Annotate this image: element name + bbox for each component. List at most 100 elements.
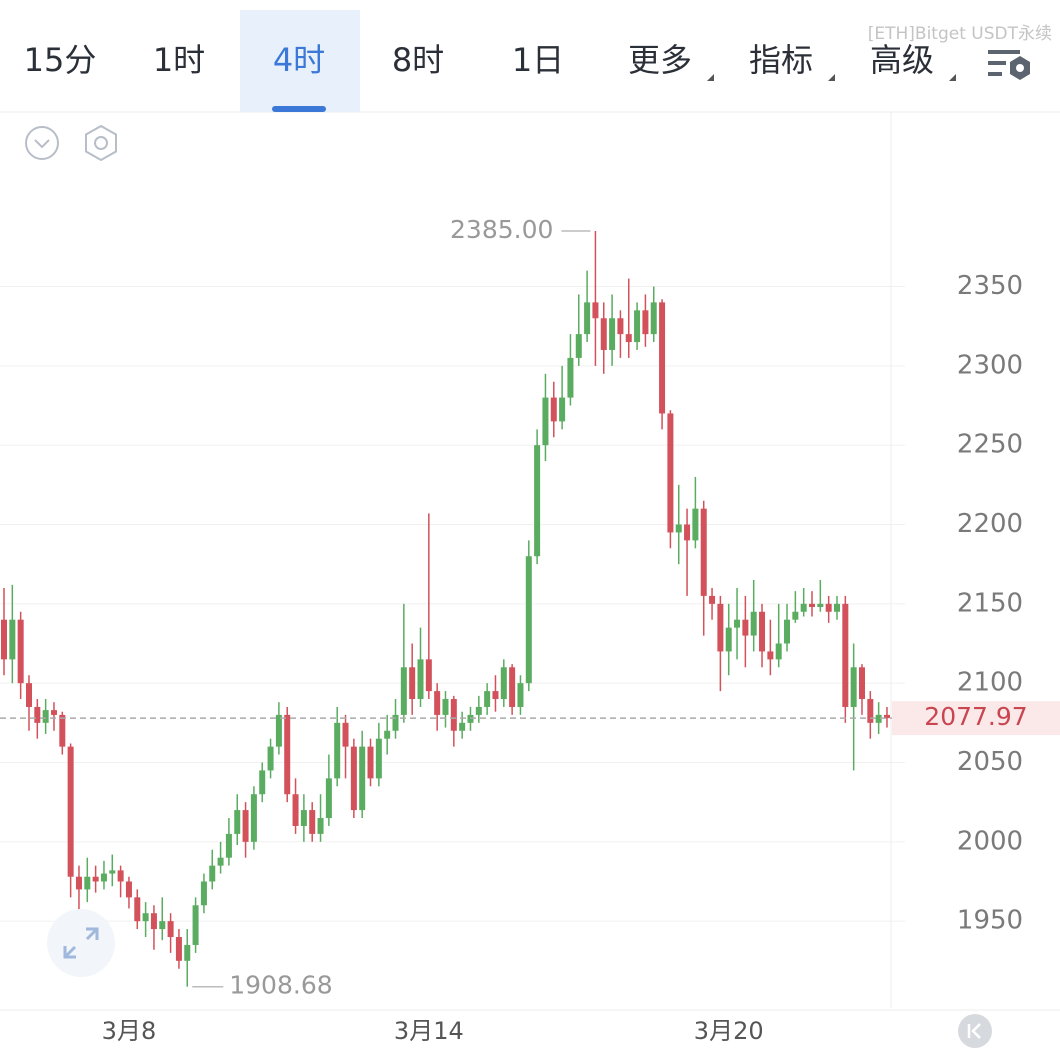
candle-body: [825, 603, 832, 612]
candle-body: [192, 905, 199, 945]
candle-body: [559, 397, 566, 422]
y-tick-label: 2300: [957, 350, 1023, 380]
candle-body: [817, 603, 824, 608]
candle-body: [25, 683, 32, 707]
candle-body: [359, 746, 366, 811]
y-tick-label: 2350: [957, 271, 1023, 301]
candle-body: [159, 921, 166, 930]
candle-body: [717, 603, 724, 652]
candle-body: [250, 794, 257, 842]
candle-body: [34, 706, 41, 723]
scroll-latest-button[interactable]: [958, 1014, 992, 1048]
tab-label[interactable]: 指标: [749, 41, 813, 79]
candle-body: [750, 611, 757, 636]
candle-body: [67, 746, 74, 877]
candle-body: [334, 722, 341, 779]
candle-body: [567, 357, 574, 398]
candle-body: [584, 302, 591, 335]
candle-body: [684, 524, 691, 541]
extreme-label: 1908.68: [229, 971, 332, 1000]
candle-body: [600, 318, 607, 350]
x-tick-label: 3月20: [694, 1017, 764, 1045]
extreme-label: 2385.00: [450, 215, 553, 244]
candle-body: [217, 857, 224, 866]
candle-body: [134, 897, 141, 922]
active-tab-indicator: [272, 106, 326, 112]
candle-body: [367, 746, 374, 779]
tab-label[interactable]: 8时: [392, 41, 444, 79]
candle-body: [459, 722, 466, 731]
candle-body: [417, 659, 424, 700]
candle-body: [858, 667, 865, 700]
candle-body: [484, 691, 491, 707]
candle-body: [242, 810, 249, 842]
candle-body: [625, 334, 632, 343]
candle-body: [725, 627, 732, 652]
candle-body: [350, 746, 357, 811]
tab-label[interactable]: 15分: [24, 41, 97, 79]
candle-body: [184, 944, 191, 961]
tab-label[interactable]: 更多: [628, 41, 692, 79]
candle-body: [84, 876, 91, 890]
tab-label[interactable]: 4时: [273, 41, 325, 79]
hexagon-icon[interactable]: [85, 124, 117, 162]
candle-body: [400, 667, 407, 715]
candle-body: [842, 603, 849, 707]
expand-button[interactable]: [47, 909, 115, 977]
candle-body: [734, 619, 741, 628]
collapse-icon[interactable]: [25, 126, 59, 160]
y-tick-label: 2050: [957, 747, 1023, 777]
menu-caret: [949, 74, 956, 81]
candle-body: [234, 810, 241, 834]
candle-body: [792, 611, 799, 620]
tab-label[interactable]: 1时: [153, 41, 205, 79]
candle-body: [325, 778, 332, 819]
candle-body: [492, 691, 499, 700]
candle-body: [542, 397, 549, 446]
candle-body: [267, 746, 274, 771]
last-price-label: 2077.97: [924, 702, 1027, 731]
watermark: [ETH]Bitget USDT永续: [868, 24, 1052, 44]
candle-body: [525, 556, 532, 684]
tab-label[interactable]: 1日: [512, 41, 564, 79]
candle-body: [75, 876, 82, 890]
candle-body: [225, 833, 232, 858]
candle-body: [450, 699, 457, 731]
candle-body: [475, 706, 482, 715]
candle-body: [675, 524, 682, 533]
candle-body: [442, 699, 449, 715]
candle-body: [759, 611, 766, 652]
settings-icon[interactable]: [988, 50, 1030, 80]
candle-body: [800, 603, 807, 612]
candle-body: [700, 508, 707, 596]
candle-body: [109, 870, 116, 874]
candle-body: [175, 937, 182, 961]
candle-body: [142, 913, 149, 922]
candle-body: [592, 302, 599, 319]
candle-body: [834, 603, 840, 612]
candle-body: [767, 651, 774, 660]
candle-body: [809, 603, 816, 608]
candle-body: [200, 881, 207, 906]
candle-body: [167, 921, 174, 938]
candle-body: [850, 667, 857, 707]
y-tick-label: 2000: [957, 826, 1023, 856]
candle-body: [317, 818, 324, 834]
candle-body: [117, 870, 124, 882]
active-tab-bg: [240, 10, 360, 112]
candle-body: [409, 667, 416, 700]
candle-body: [59, 714, 66, 747]
candle-body: [667, 413, 674, 533]
candle-body: [150, 913, 157, 930]
candle-body: [517, 683, 524, 707]
candle-body: [692, 508, 699, 541]
candle-body: [509, 667, 516, 707]
candle-body: [875, 714, 882, 723]
candle-body: [650, 302, 657, 335]
tab-label[interactable]: 高级: [870, 41, 934, 79]
y-tick-label: 2100: [957, 668, 1023, 698]
candle-body: [617, 318, 624, 335]
candle-body: [709, 595, 716, 604]
candle-body: [50, 710, 57, 715]
